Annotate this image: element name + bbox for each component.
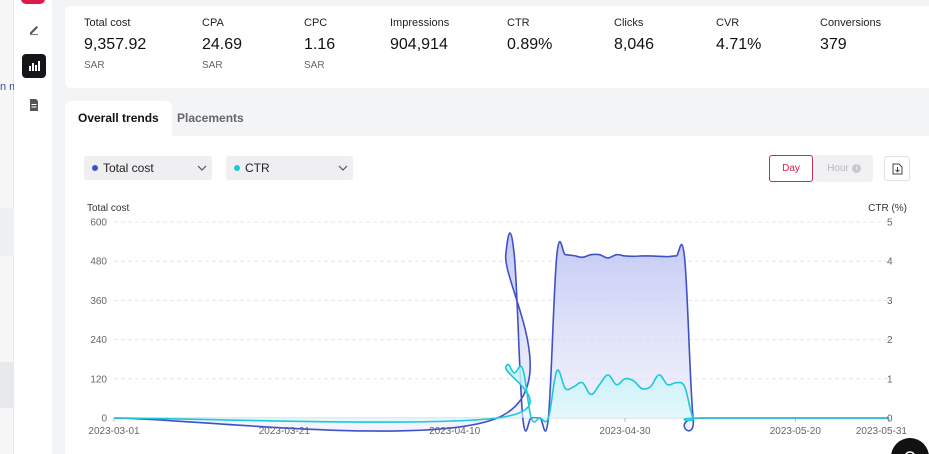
panel-row [0,208,14,256]
metric-cpc[interactable]: CPC 1.16 SAR [304,17,335,71]
series-color-dot [92,165,98,171]
tab-placements[interactable]: Placements [177,111,244,125]
left-panel-edge: n m [0,0,18,454]
report-chart-icon[interactable] [22,54,46,78]
metric-unit: SAR [202,60,223,71]
edit-icon[interactable] [22,17,46,41]
metric-value: 904,914 [390,36,448,53]
metrics-summary: Total cost 9,357.92 SAR CPA 24.69 SAR CP… [65,6,929,88]
help-chat-button[interactable] [891,438,929,454]
y-tick-label: 0 [101,414,107,425]
metric-label: Conversions [820,17,882,29]
document-icon[interactable] [22,93,46,117]
x-tick-label: 2023-05-20 [770,426,822,437]
report-tabs: Overall trends Placements [65,101,929,136]
tab-overall-trends[interactable]: Overall trends [65,101,172,136]
metric-value: 1.16 [304,36,336,53]
hour-label: Hour [827,163,849,174]
x-tick-label: 2023-04-10 [429,426,481,437]
info-icon: i [851,164,861,173]
y2-tick-label: 5 [887,218,893,229]
y-tick-label: 600 [90,218,107,229]
ctr-area [114,364,889,423]
y2-tick-label: 4 [887,257,893,268]
x-tick-label: 2023-03-01 [88,426,140,437]
export-download-icon[interactable] [884,156,910,181]
granularity-day-button[interactable]: Day [769,155,813,182]
y-tick-label: 360 [90,296,107,307]
y2-tick-label: 0 [887,414,893,425]
icon-rail [14,0,52,454]
y2-tick-label: 2 [887,335,893,346]
metric-label: Clicks [614,17,644,29]
metric-label: CPC [304,17,328,29]
metric-ctr[interactable]: CTR 0.89% [507,17,552,54]
total-cost-line [113,232,889,432]
clipped-link-text: n m [0,81,19,93]
right-metric-select[interactable]: CTR [226,156,353,180]
y2-tick-label: 3 [887,296,893,307]
ctr-line [113,363,889,423]
x-tick-label: 2023-04-30 [599,426,651,437]
metric-label: CTR [507,17,530,29]
panel-row [0,362,14,408]
select-value: CTR [245,161,270,175]
total-cost-area [114,232,889,432]
y-tick-label: 480 [90,257,107,268]
metric-value: 0.89% [507,36,553,53]
rail-top-button[interactable] [21,0,45,4]
metric-impressions[interactable]: Impressions 904,914 [390,17,449,54]
y2-axis-title: CTR (%) [868,203,907,214]
metric-total-cost[interactable]: Total cost 9,357.92 SAR [84,17,146,71]
metric-value: 24.69 [202,36,243,53]
metric-conversions[interactable]: Conversions 379 [820,17,881,54]
metric-unit: SAR [304,60,325,71]
metric-label: CVR [716,17,740,29]
y-axis-title: Total cost [87,203,129,214]
trend-chart-panel: Total cost CTR Day Hour i To [65,136,929,454]
series-color-dot [234,165,240,171]
granularity-hour-button[interactable]: Hour i [815,155,873,182]
chevron-down-icon [333,156,353,180]
metric-clicks[interactable]: Clicks 8,046 [614,17,654,54]
metric-cpa[interactable]: CPA 24.69 SAR [202,17,242,71]
metric-label: CPA [202,17,224,29]
x-tick-label: 2023-05-31 [856,426,908,437]
metric-label: Total cost [84,17,131,29]
left-metric-select[interactable]: Total cost [84,156,212,180]
y-tick-label: 120 [90,374,107,385]
metric-value: 379 [820,36,847,53]
metric-value: 4.71% [716,36,762,53]
y-tick-label: 240 [90,335,107,346]
chevron-down-icon [192,156,212,180]
select-value: Total cost [103,161,154,175]
metric-label: Impressions [390,17,450,29]
metric-value: 9,357.92 [84,36,147,53]
y2-tick-label: 1 [887,374,893,385]
metric-cvr[interactable]: CVR 4.71% [716,17,761,54]
metric-unit: SAR [84,60,105,71]
x-tick-label: 2023-03-21 [259,426,311,437]
metric-value: 8,046 [614,36,655,53]
